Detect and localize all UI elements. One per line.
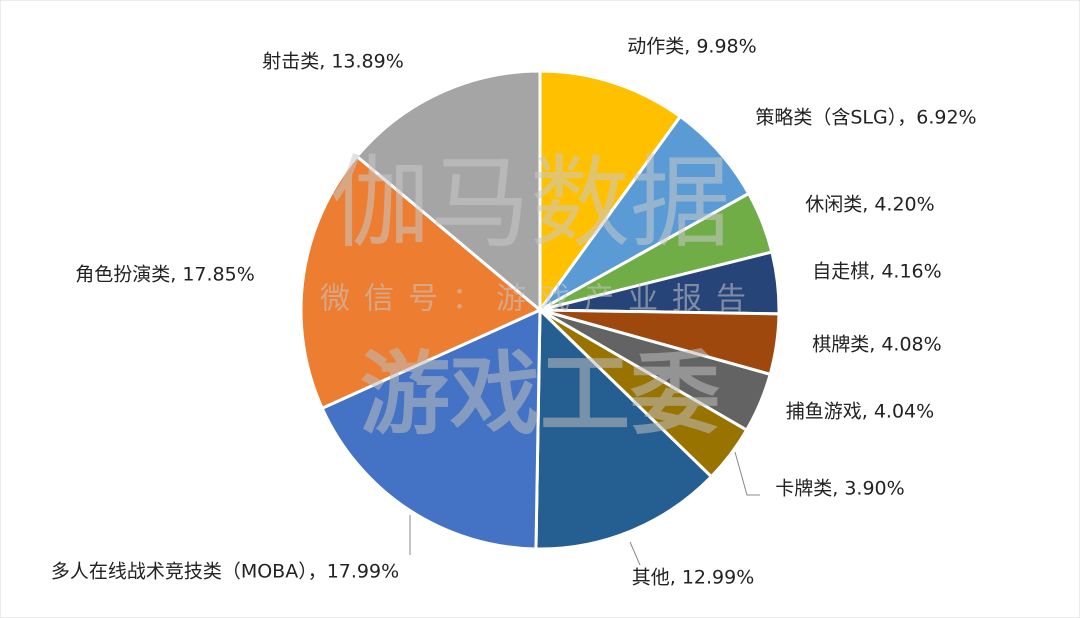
data-label: 多人在线战术竞技类（MOBA），17.99%	[51, 561, 399, 583]
leader-line	[734, 451, 760, 496]
data-label: 动作类, 9.98%	[627, 36, 756, 58]
pie-slice	[538, 69, 683, 315]
pie-slice	[354, 69, 542, 314]
data-label: 策略类（含SLG），6.92%	[755, 107, 976, 129]
data-label: 棋牌类, 4.08%	[812, 334, 941, 356]
data-label: 捕鱼游戏, 4.04%	[786, 401, 934, 423]
pie-slice	[534, 306, 714, 551]
data-label: 自走棋, 4.16%	[812, 261, 941, 283]
leader-line	[629, 541, 641, 566]
data-label: 休闲类, 4.20%	[805, 194, 934, 216]
data-label: 其他, 12.99%	[632, 567, 755, 589]
data-label: 角色扮演类, 17.85%	[75, 264, 255, 286]
pie-slice	[320, 307, 542, 551]
pie-slice	[538, 114, 751, 312]
watermark: 微信号：游戏产业报告	[320, 282, 760, 317]
data-label: 射击类, 13.89%	[262, 51, 404, 73]
pie-slice	[299, 154, 543, 411]
watermark: 游戏工委	[360, 342, 720, 447]
data-label: 卡牌类, 3.90%	[775, 478, 904, 500]
watermark: 伽马数据	[330, 144, 730, 261]
